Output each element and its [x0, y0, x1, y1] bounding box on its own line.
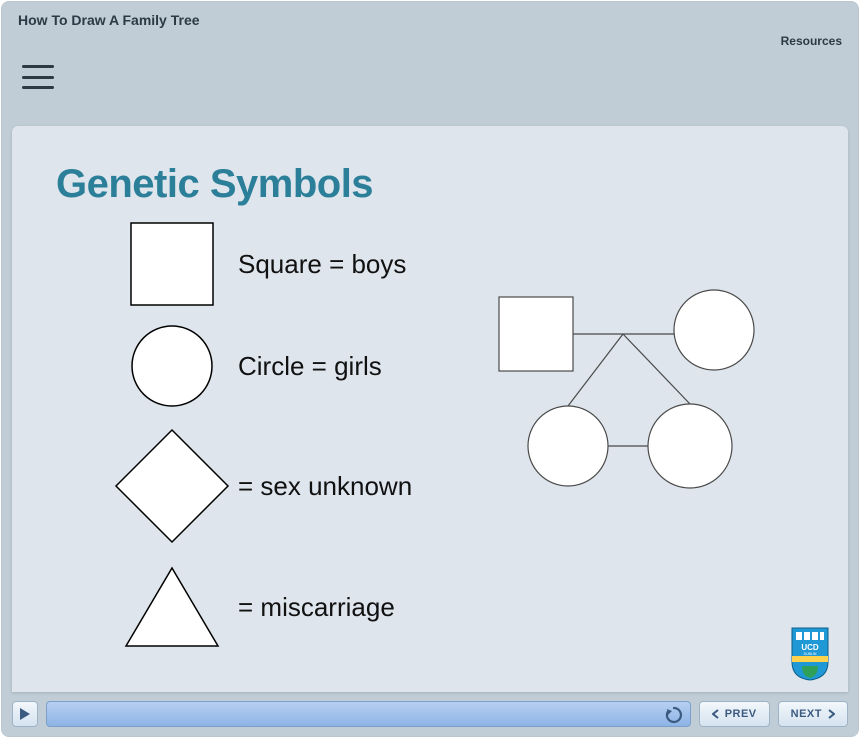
- prev-label: PREV: [725, 708, 757, 720]
- circle-icon: [112, 324, 232, 408]
- legend-row-triangle: = miscarriage: [112, 564, 412, 650]
- page-title: How To Draw A Family Tree: [18, 12, 842, 28]
- pedigree-father: [499, 297, 573, 371]
- resources-link[interactable]: Resources: [781, 34, 842, 48]
- replay-button[interactable]: [664, 705, 684, 725]
- slide: Genetic Symbols Square = boys Circle = g…: [12, 126, 848, 692]
- app-frame: How To Draw A Family Tree Resources Gene…: [1, 1, 859, 737]
- seek-bar[interactable]: [46, 701, 691, 727]
- legend-label: = sex unknown: [238, 471, 412, 502]
- menu-icon[interactable]: [22, 65, 54, 89]
- play-button[interactable]: [12, 701, 38, 727]
- legend-row-diamond: = sex unknown: [112, 426, 412, 546]
- svg-text:DUBLIN: DUBLIN: [804, 652, 817, 656]
- ucd-logo: UCD DUBLIN: [790, 626, 830, 682]
- triangle-icon: [112, 564, 232, 650]
- chevron-left-icon: [712, 709, 719, 719]
- legend-label: Square = boys: [238, 249, 406, 280]
- prev-button[interactable]: PREV: [699, 701, 770, 727]
- next-button[interactable]: NEXT: [778, 701, 848, 727]
- legend-row-square: Square = boys: [112, 222, 412, 306]
- legend-row-circle: Circle = girls: [112, 324, 412, 408]
- playback-controls: PREV NEXT: [2, 692, 858, 736]
- next-label: NEXT: [791, 708, 822, 720]
- replay-icon: [664, 705, 684, 725]
- chevron-right-icon: [828, 709, 835, 719]
- slide-title: Genetic Symbols: [56, 162, 373, 207]
- square-icon: [112, 222, 232, 306]
- legend: Square = boys Circle = girls = sex unkno…: [112, 222, 412, 668]
- diamond-icon: [112, 426, 232, 546]
- pedigree-diagram: [496, 284, 766, 494]
- pedigree-child2: [648, 404, 732, 488]
- legend-label: Circle = girls: [238, 351, 382, 382]
- play-icon: [20, 708, 30, 720]
- pedigree-mother: [674, 290, 754, 370]
- pedigree-child1: [528, 406, 608, 486]
- header-bar: How To Draw A Family Tree Resources: [2, 2, 858, 52]
- svg-text:UCD: UCD: [801, 643, 819, 652]
- legend-label: = miscarriage: [238, 592, 395, 623]
